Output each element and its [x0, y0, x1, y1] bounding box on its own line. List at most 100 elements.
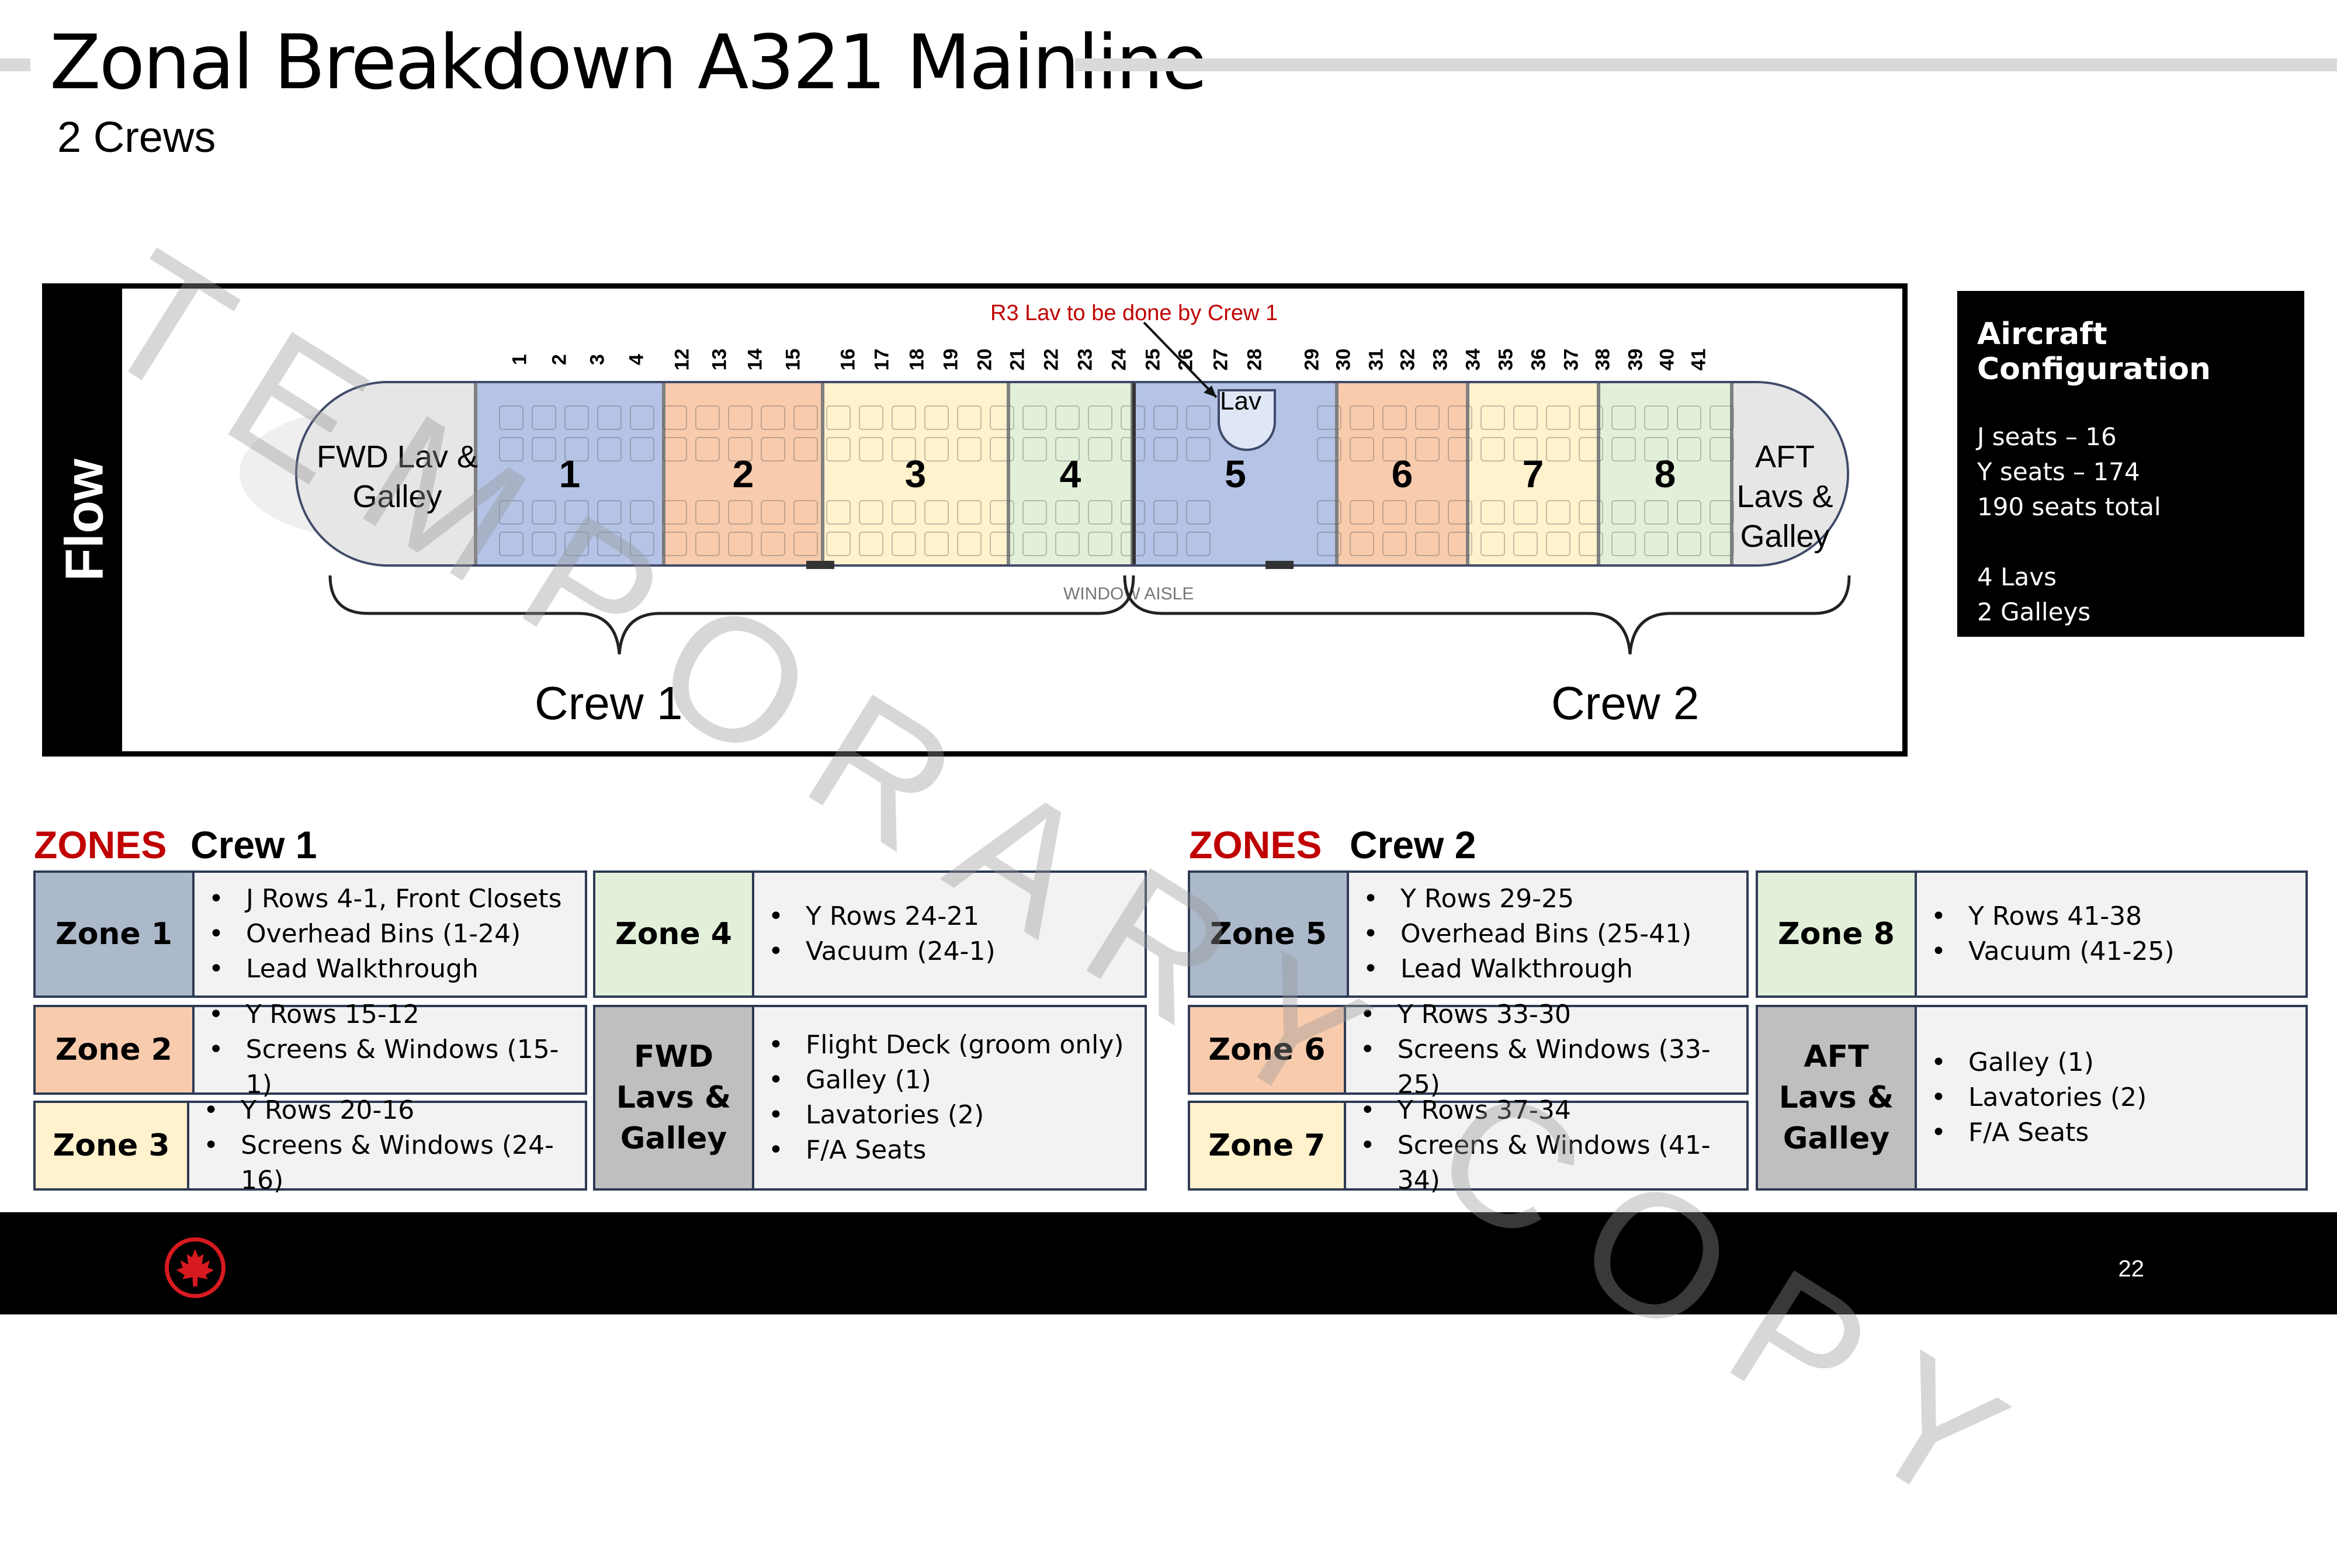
seat	[728, 437, 753, 462]
title-left-rule	[0, 58, 30, 71]
config-line-total-seats: 190 seats total	[1977, 492, 2161, 521]
seat	[924, 405, 949, 430]
zone-2-task: Y Rows 15-12	[209, 997, 585, 1032]
seat	[1088, 532, 1112, 556]
zone-5-task: Lead Walkthrough	[1363, 952, 1691, 987]
seat	[1546, 532, 1570, 556]
zone-1-task: Overhead Bins (1-24)	[209, 917, 562, 952]
zone-5-tasks: Y Rows 29-25 Overhead Bins (25-41) Lead …	[1349, 873, 1691, 995]
seat	[564, 437, 589, 462]
seat	[1350, 532, 1374, 556]
fwd-lavs-galley-label: FWD Lavs & Galley	[595, 1007, 754, 1188]
zone-8-task: Vacuum (41-25)	[1931, 934, 2175, 969]
seat	[1710, 405, 1734, 430]
seat	[761, 500, 785, 525]
seat	[1644, 405, 1669, 430]
seat	[1022, 405, 1047, 430]
zone-5-table: Zone 5 Y Rows 29-25 Overhead Bins (25-41…	[1188, 870, 1749, 998]
seat	[859, 437, 883, 462]
seat	[499, 532, 523, 556]
seat	[499, 500, 523, 525]
seat	[1382, 405, 1407, 430]
seat	[1611, 437, 1636, 462]
seat	[1611, 500, 1636, 525]
zone-8-task: Y Rows 41-38	[1931, 899, 2175, 934]
footer-bar	[0, 1212, 2337, 1314]
aft-door-marker	[1265, 561, 1294, 569]
seat	[499, 405, 523, 430]
seat	[532, 500, 556, 525]
seat	[859, 405, 883, 430]
seat	[663, 532, 687, 556]
aft-lav-galley-label: AFT Lavs & Galley	[1724, 437, 1846, 556]
r3-lav-label: Lav	[1220, 387, 1261, 415]
seat	[1121, 437, 1145, 462]
seat	[1513, 532, 1538, 556]
crew-2-heading: Crew 2	[1350, 823, 1476, 866]
seat	[1382, 500, 1407, 525]
seat	[826, 500, 851, 525]
zone-2-tasks: Y Rows 15-12 Screens & Windows (15-1)	[195, 997, 585, 1099]
seat	[663, 437, 687, 462]
fwd-label-line: Lavs &	[616, 1080, 731, 1115]
seat	[1186, 532, 1211, 556]
zone-1-table: Zone 1 J Rows 4-1, Front Closets Overhea…	[33, 870, 587, 998]
seat	[990, 532, 1014, 556]
seat	[1579, 405, 1603, 430]
seat	[1088, 437, 1112, 462]
fwd-lavs-galley-tasks: Flight Deck (groom only) Galley (1) Lava…	[754, 1007, 1124, 1188]
seat	[1382, 532, 1407, 556]
aft-lavs-galley-table: AFT Lavs & Galley Galley (1) Lavatories …	[1756, 1005, 2308, 1191]
aft-label-line: Lavs &	[1778, 1080, 1894, 1115]
seat	[892, 437, 916, 462]
seat	[1153, 500, 1178, 525]
seat	[1710, 532, 1734, 556]
seat	[892, 405, 916, 430]
crew-1-heading: Crew 1	[190, 823, 317, 866]
aft-lavs-galley-tasks: Galley (1) Lavatories (2) F/A Seats	[1917, 1007, 2147, 1188]
seat	[1513, 405, 1538, 430]
zone-4-tasks: Y Rows 24-21 Vacuum (24-1)	[754, 873, 996, 995]
seat	[1677, 500, 1701, 525]
zone-4-task: Y Rows 24-21	[768, 899, 996, 934]
zone-4-label: Zone 4	[595, 873, 754, 995]
seat	[957, 532, 982, 556]
seat	[1448, 532, 1472, 556]
seat	[695, 405, 720, 430]
seat	[695, 532, 720, 556]
seat	[1644, 500, 1669, 525]
crew-2-zones-heading: ZONES	[1189, 823, 1322, 866]
seat	[1513, 437, 1538, 462]
zone-2-label: Zone 2	[36, 1007, 195, 1092]
seat	[1480, 532, 1505, 556]
zone-7-label: Zone 7	[1190, 1103, 1346, 1188]
seat	[695, 500, 720, 525]
seat	[1448, 405, 1472, 430]
seat	[826, 532, 851, 556]
title-right-rule	[1075, 58, 2337, 71]
seat	[597, 532, 622, 556]
zone-7-task: Screens & Windows (41-34)	[1360, 1128, 1746, 1198]
zone-map-number-7: 7	[1522, 452, 1544, 495]
seat	[761, 405, 785, 430]
zone-fwd-galley	[297, 383, 476, 564]
seat	[1415, 500, 1440, 525]
seat	[1415, 405, 1440, 430]
seat	[1121, 500, 1145, 525]
maple-leaf-logo-icon	[165, 1237, 226, 1298]
aft-task: F/A Seats	[1931, 1115, 2147, 1150]
r3-note-arrow	[328, 321, 1851, 655]
zone-7-tasks: Y Rows 37-34 Screens & Windows (41-34)	[1346, 1093, 1746, 1195]
seat	[859, 532, 883, 556]
zone-map-number-6: 6	[1391, 452, 1413, 495]
aft-label-line: AFT	[1804, 1039, 1869, 1074]
seat	[597, 437, 622, 462]
seat	[1088, 405, 1112, 430]
seat	[1415, 437, 1440, 462]
seat	[1153, 532, 1178, 556]
seat	[564, 405, 589, 430]
fwd-door-marker	[806, 561, 834, 569]
page-title: Zonal Breakdown A321 Mainline	[50, 19, 1208, 106]
zone-6-table: Zone 6 Y Rows 33-30 Screens & Windows (3…	[1188, 997, 1749, 1099]
fwd-lav-galley-text: FWD Lav & Galley	[316, 439, 479, 514]
